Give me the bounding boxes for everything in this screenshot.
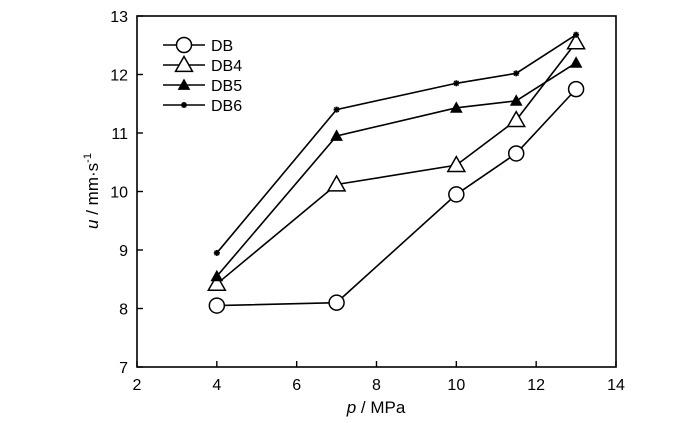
- legend-label: DB6: [211, 98, 242, 115]
- x-tick-label: 12: [527, 377, 545, 394]
- x-tick-label: 8: [372, 377, 381, 394]
- y-axis-unit-exponent: -1: [82, 153, 94, 163]
- data-point-db5: [569, 56, 583, 68]
- legend-marker: [181, 102, 187, 108]
- data-point-db4: [446, 155, 467, 173]
- plot-area: [136, 15, 617, 368]
- y-tick-label: 7: [119, 360, 128, 377]
- data-point-db: [507, 145, 525, 162]
- x-axis-label: p / MPa: [346, 398, 406, 417]
- data-point-db: [448, 186, 465, 203]
- y-tick-label: 12: [110, 68, 128, 85]
- y-tick-label: 9: [119, 243, 128, 260]
- legend-marker: [177, 78, 191, 90]
- data-point-db4: [506, 110, 527, 128]
- data-point-db5: [449, 101, 463, 113]
- legend: DB DB4 DB5 DB6: [163, 36, 242, 115]
- series-line-db6: [216, 34, 577, 254]
- x-tick-label: 4: [212, 377, 221, 394]
- legend-label: DB4: [211, 58, 242, 75]
- data-point-db4: [566, 32, 586, 50]
- data-point-db: [328, 294, 345, 311]
- data-point-db: [567, 80, 585, 98]
- data-point-db6: [513, 70, 520, 77]
- y-axis-unit: / mm·s: [83, 163, 102, 220]
- data-point-db4: [326, 174, 347, 192]
- y-tick-label: 13: [110, 9, 128, 26]
- x-axis-unit: / MPa: [356, 398, 406, 417]
- x-tick-label: 10: [447, 377, 465, 394]
- y-tick-label: 8: [119, 302, 128, 319]
- legend-label: DB5: [211, 78, 242, 95]
- x-axis-variable: p: [346, 398, 356, 417]
- plot-frame: [136, 15, 617, 368]
- y-tick-label: 11: [111, 126, 128, 143]
- data-point-db6: [453, 80, 460, 87]
- data-point-db6: [573, 31, 580, 38]
- x-tick-label: 2: [133, 377, 142, 394]
- series-layer: [207, 31, 586, 314]
- x-tick-label: 14: [607, 377, 625, 394]
- legend-marker: [175, 36, 193, 54]
- legend-label: DB: [211, 38, 233, 55]
- y-axis-label: u / mm·s-1: [82, 153, 102, 229]
- data-point-db6: [213, 249, 220, 256]
- data-point-db5: [210, 269, 224, 282]
- data-point-db5: [509, 94, 523, 106]
- data-point-db5: [330, 129, 343, 141]
- data-point-db: [208, 297, 226, 314]
- legend-marker: [174, 54, 194, 73]
- x-tick-label: 6: [292, 377, 301, 394]
- data-point-db4: [207, 273, 227, 292]
- y-tick-label: 10: [110, 185, 128, 202]
- axis-ticks: 2 4 6 8 10 12 14 7 8 9 10 11 12 13: [110, 9, 625, 394]
- y-axis-variable: u: [83, 219, 102, 229]
- data-point-db6: [333, 106, 340, 113]
- series-line-db5: [216, 62, 577, 277]
